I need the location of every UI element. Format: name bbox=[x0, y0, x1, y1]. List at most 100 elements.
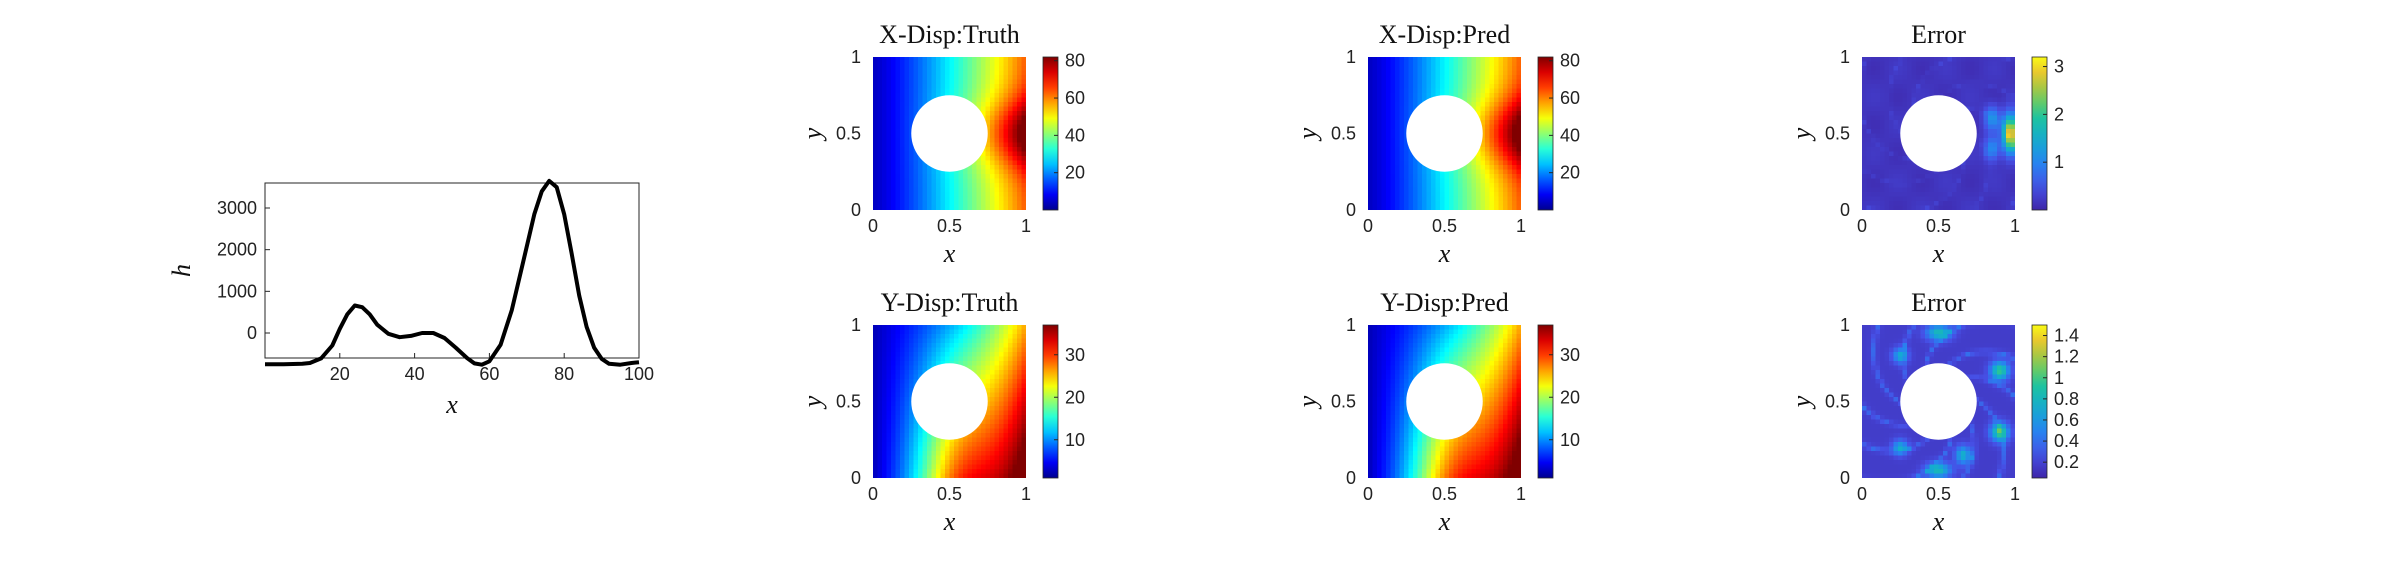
heatmap-cell bbox=[1003, 156, 1009, 162]
heatmap-cell bbox=[1498, 325, 1504, 331]
heatmap-cell bbox=[1907, 61, 1913, 67]
heatmap-cell bbox=[886, 66, 892, 72]
heatmap-cell bbox=[1017, 142, 1023, 148]
heatmap-cell bbox=[1480, 142, 1486, 148]
heatmap-cell bbox=[1426, 187, 1432, 193]
heatmap-cell bbox=[1925, 187, 1931, 193]
heatmap-cell bbox=[918, 334, 924, 340]
heatmap-cell bbox=[918, 66, 924, 72]
heatmap-cell bbox=[927, 437, 933, 443]
heatmap-cell bbox=[1974, 151, 1980, 157]
heatmap-cell bbox=[981, 451, 987, 457]
heatmap-cell bbox=[990, 433, 996, 439]
heatmap-cell bbox=[1880, 169, 1886, 175]
heatmap-cell bbox=[873, 88, 879, 94]
heatmap-cell bbox=[1880, 160, 1886, 166]
heatmap-cell bbox=[904, 178, 910, 184]
heatmap-cell bbox=[900, 347, 906, 353]
heatmap-cell bbox=[1884, 160, 1890, 166]
heatmap-cell bbox=[913, 451, 919, 457]
heatmap-cell bbox=[1992, 156, 1998, 162]
heatmap-cell bbox=[1507, 115, 1513, 121]
heatmap-cell bbox=[963, 469, 969, 475]
heatmap-cell bbox=[1943, 84, 1949, 90]
heatmap-cell bbox=[1920, 201, 1926, 207]
heatmap-cell bbox=[1404, 124, 1410, 130]
heatmap-cell bbox=[945, 460, 951, 466]
heatmap-cell bbox=[1884, 156, 1890, 162]
heatmap-cell bbox=[981, 469, 987, 475]
heatmap-cell bbox=[1485, 192, 1491, 198]
heatmap-cell bbox=[1449, 196, 1455, 202]
heatmap-cell bbox=[1956, 174, 1962, 180]
heatmap-cell bbox=[891, 174, 897, 180]
heatmap-cell bbox=[963, 187, 969, 193]
heatmap-cell bbox=[1961, 165, 1967, 171]
heatmap-cell bbox=[877, 325, 883, 331]
heatmap-cell bbox=[936, 334, 942, 340]
heatmap-cell bbox=[1485, 61, 1491, 67]
heatmap-cell bbox=[1907, 156, 1913, 162]
heatmap-cell bbox=[999, 106, 1005, 112]
heatmap-cell bbox=[1440, 61, 1446, 67]
heatmap-cell bbox=[1952, 196, 1958, 202]
heatmap-cell bbox=[1512, 160, 1518, 166]
heatmap-cell bbox=[1494, 196, 1500, 202]
heatmap-cell bbox=[886, 325, 892, 331]
heatmap-cell bbox=[873, 205, 879, 210]
heatmap-cell bbox=[963, 446, 969, 452]
heatmap-cell bbox=[873, 151, 879, 157]
heatmap-cell bbox=[1889, 120, 1895, 126]
heatmap-cell bbox=[900, 129, 906, 135]
heatmap-cell bbox=[985, 79, 991, 85]
heatmap-cell bbox=[981, 446, 987, 452]
heatmap-cell bbox=[904, 446, 910, 452]
heatmap-cell bbox=[913, 343, 919, 349]
heatmap-cell bbox=[1377, 169, 1383, 175]
heatmap-cell bbox=[931, 356, 937, 362]
heatmap-cell bbox=[990, 455, 996, 461]
heatmap-cell bbox=[1871, 147, 1877, 153]
heatmap-cell bbox=[927, 174, 933, 180]
heatmap-cell bbox=[1404, 138, 1410, 144]
heatmap-cell bbox=[891, 356, 897, 362]
heatmap-cell bbox=[1404, 66, 1410, 72]
heatmap-cell bbox=[972, 174, 978, 180]
heatmap-cell bbox=[1467, 325, 1473, 331]
heatmap-cell bbox=[2006, 196, 2012, 202]
heatmap-cell bbox=[891, 187, 897, 193]
heatmap-cell bbox=[1021, 347, 1026, 353]
heatmap-cell bbox=[1970, 196, 1976, 202]
heatmap-cell bbox=[909, 433, 915, 439]
heatmap-cell bbox=[994, 66, 1000, 72]
heatmap-cell bbox=[882, 424, 888, 430]
heatmap-cell bbox=[1920, 61, 1926, 67]
heatmap-cell bbox=[1875, 183, 1881, 189]
heatmap-cell bbox=[1381, 205, 1387, 210]
heatmap-cell bbox=[1911, 201, 1917, 207]
heatmap-cell bbox=[1017, 93, 1023, 99]
heatmap-cell bbox=[1449, 334, 1455, 340]
heatmap-cell bbox=[1898, 138, 1904, 144]
heatmap-cell bbox=[1485, 102, 1491, 108]
heatmap-cell bbox=[985, 201, 991, 207]
heatmap-cell bbox=[1498, 151, 1504, 157]
heatmap-cell bbox=[1422, 338, 1428, 344]
heatmap-cell bbox=[940, 464, 946, 470]
heatmap-cell bbox=[1413, 343, 1419, 349]
heatmap-cell bbox=[1516, 174, 1521, 180]
heatmap-cell bbox=[877, 379, 883, 385]
heatmap-cell bbox=[918, 365, 924, 371]
heatmap-cell bbox=[981, 464, 987, 470]
heatmap-cell bbox=[1471, 165, 1477, 171]
heatmap-cell bbox=[900, 352, 906, 358]
heatmap-cell bbox=[999, 397, 1005, 403]
heatmap-cell bbox=[1012, 187, 1018, 193]
heatmap-cell bbox=[909, 75, 915, 81]
heatmap-cell bbox=[945, 79, 951, 85]
heatmap-cell bbox=[1404, 205, 1410, 210]
heatmap-cell bbox=[1399, 120, 1405, 126]
heatmap-cell bbox=[981, 379, 987, 385]
heatmap-cell bbox=[999, 460, 1005, 466]
heatmap-cell bbox=[1485, 75, 1491, 81]
